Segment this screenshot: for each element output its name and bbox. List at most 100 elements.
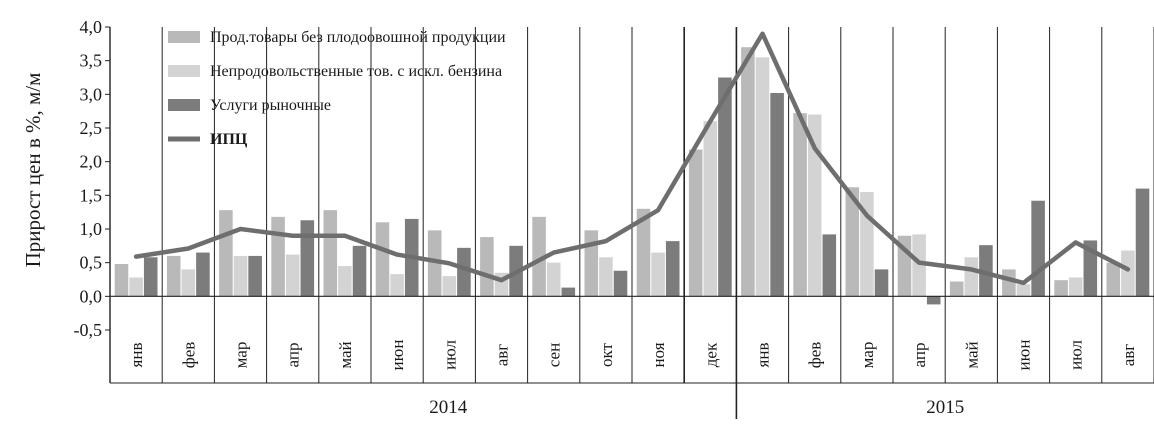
x-category-label: мар bbox=[232, 342, 251, 369]
bar bbox=[1016, 284, 1031, 297]
x-category-labels: янв фев мар апр май июн июл авг сен окт ноя дек янв ф… bbox=[127, 340, 1138, 371]
legend-swatch bbox=[168, 31, 200, 43]
bars bbox=[114, 47, 1150, 305]
x-category-label: фев bbox=[179, 342, 198, 369]
bar bbox=[599, 257, 613, 297]
bar bbox=[949, 281, 964, 297]
bar bbox=[427, 230, 442, 297]
x-category-label: июн bbox=[388, 340, 407, 371]
x-category-label: дек bbox=[701, 342, 720, 367]
legend: Прод.товары без плодоовошной продукции Не… bbox=[168, 29, 506, 148]
cpi-line bbox=[133, 31, 1131, 286]
axes bbox=[109, 27, 1154, 383]
legend-label: Непродовольственные тов. с искл. бензина bbox=[210, 63, 502, 80]
bar bbox=[793, 113, 807, 297]
x-category-label: окт bbox=[597, 342, 616, 367]
bar bbox=[651, 252, 665, 297]
bar bbox=[390, 274, 404, 297]
bar bbox=[271, 216, 285, 297]
cpi-line-group bbox=[133, 31, 1131, 286]
x-category-label: май bbox=[336, 341, 355, 368]
x-category-label: ноя bbox=[649, 342, 668, 367]
bar bbox=[770, 92, 784, 297]
year-label: 2015 bbox=[926, 397, 964, 418]
bar bbox=[926, 296, 941, 305]
bar bbox=[143, 257, 158, 297]
bar bbox=[1135, 188, 1150, 297]
legend-label: Услуги рыночные bbox=[210, 97, 331, 114]
bar bbox=[741, 47, 755, 297]
bar bbox=[457, 247, 471, 297]
y-tick-label: 0,5 bbox=[80, 253, 103, 273]
bar bbox=[166, 255, 181, 297]
bar bbox=[352, 245, 367, 297]
x-category-label: янв bbox=[754, 343, 773, 368]
bar bbox=[219, 210, 233, 297]
year-label: 2014 bbox=[429, 397, 468, 418]
y-axis-label: Прирост цен в %, м/м bbox=[21, 73, 45, 268]
bar bbox=[979, 245, 993, 297]
bar bbox=[1106, 262, 1121, 297]
y-tick-label: 1,5 bbox=[80, 185, 103, 205]
bar bbox=[874, 269, 889, 297]
y-tick-label: 0,0 bbox=[80, 286, 103, 306]
x-category-label: сен bbox=[545, 343, 564, 367]
bar bbox=[1054, 280, 1068, 297]
y-tick-label: 2,0 bbox=[80, 152, 103, 172]
bar bbox=[688, 149, 703, 297]
grid-lines bbox=[109, 27, 1154, 383]
y-tick-labels: -0,5 0,0 0,5 1,0 1,5 2,0 2,5 3,0 3,5 4,0 bbox=[74, 17, 110, 340]
bar bbox=[636, 208, 651, 297]
legend-label: Прод.товары без плодоовошной продукции bbox=[210, 29, 506, 46]
bar bbox=[561, 287, 576, 297]
bar bbox=[181, 269, 196, 297]
bar bbox=[964, 257, 979, 297]
bar bbox=[584, 230, 599, 297]
y-tick-label: 1,0 bbox=[80, 219, 103, 239]
legend-label: ИПЦ bbox=[210, 131, 248, 148]
x-category-label: мар bbox=[858, 342, 877, 369]
x-category-label: апр bbox=[284, 343, 303, 368]
bar bbox=[755, 57, 770, 297]
x-category-label: май bbox=[962, 341, 981, 368]
bar bbox=[532, 216, 546, 297]
year-labels: 2014 2015 bbox=[110, 382, 1154, 419]
bar bbox=[129, 277, 143, 297]
bar bbox=[1002, 269, 1016, 297]
bar bbox=[323, 210, 338, 297]
bar bbox=[233, 255, 248, 297]
x-category-label: июл bbox=[440, 340, 459, 370]
legend-swatch bbox=[168, 99, 200, 111]
bar bbox=[822, 234, 837, 297]
bar bbox=[807, 114, 822, 297]
bar bbox=[196, 252, 210, 297]
bar bbox=[338, 266, 352, 297]
bar bbox=[703, 121, 718, 297]
bar bbox=[114, 264, 129, 297]
bar bbox=[1083, 240, 1098, 297]
bar bbox=[613, 270, 628, 297]
bar bbox=[845, 187, 860, 297]
x-category-label: авг bbox=[1119, 344, 1138, 367]
legend-swatch bbox=[168, 65, 200, 77]
bar bbox=[285, 254, 300, 297]
bar bbox=[300, 220, 315, 297]
bar bbox=[1068, 277, 1083, 297]
bar bbox=[665, 241, 680, 297]
bar bbox=[442, 276, 457, 297]
x-category-label: апр bbox=[910, 343, 929, 368]
bar bbox=[1031, 200, 1045, 297]
y-tick-label: 2,5 bbox=[80, 118, 103, 138]
x-category-label: янв bbox=[127, 343, 146, 368]
y-tick-label: 3,0 bbox=[80, 84, 103, 104]
y-tick-label: 4,0 bbox=[80, 17, 103, 37]
bar bbox=[375, 222, 390, 297]
bar bbox=[546, 262, 561, 297]
x-category-label: июл bbox=[1067, 340, 1086, 370]
bar bbox=[912, 234, 926, 297]
bar bbox=[480, 237, 494, 297]
bar bbox=[718, 77, 732, 297]
bar bbox=[248, 255, 262, 297]
